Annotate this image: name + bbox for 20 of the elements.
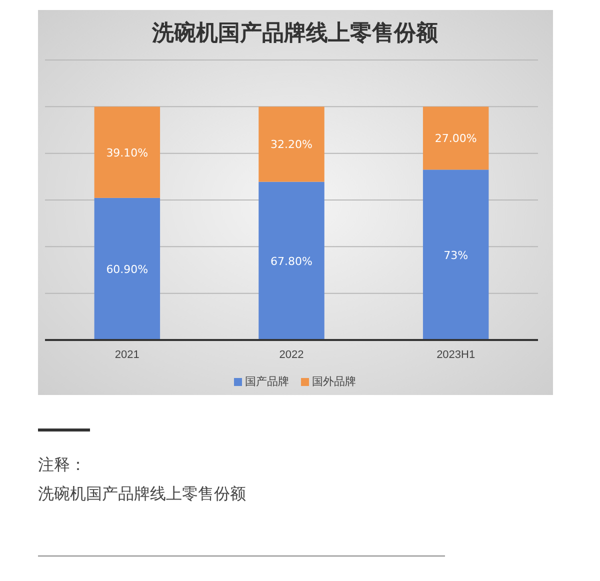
- bar: [258, 182, 324, 340]
- bar: [94, 198, 160, 340]
- x-tick-label: 2023H1: [436, 348, 476, 361]
- bar: [422, 170, 489, 340]
- x-tick-label: 2022: [279, 348, 304, 361]
- data-label: 67.80%: [270, 254, 312, 268]
- data-label: 32.20%: [270, 138, 312, 152]
- bar: [258, 106, 324, 182]
- bar: [422, 106, 489, 170]
- data-label: 27.00%: [434, 132, 477, 146]
- text: 洗碗机国产品牌线上零售份额: [38, 484, 246, 503]
- bar: [94, 106, 160, 198]
- legend-label: 国产品牌: [245, 375, 289, 388]
- text: 注释：: [38, 455, 86, 474]
- chart-title: 洗碗机国产品牌线上零售份额: [151, 20, 439, 46]
- x-tick-label: 2021: [114, 348, 140, 361]
- data-label: 39.10%: [106, 146, 148, 160]
- data-label: 60.90%: [106, 262, 148, 276]
- legend-label: 国外品牌: [312, 375, 356, 388]
- data-label: 73%: [444, 248, 468, 262]
